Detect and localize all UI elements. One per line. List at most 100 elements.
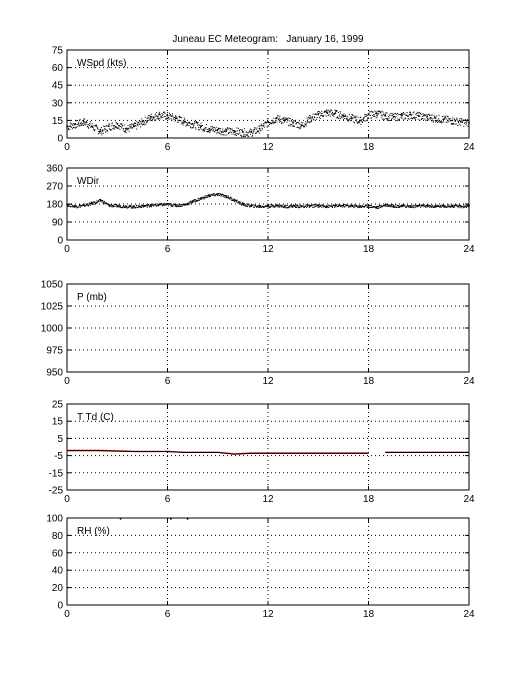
- data-point-trace: [405, 118, 406, 120]
- data-point-trace: [159, 204, 161, 206]
- data-point-trace: [198, 124, 200, 126]
- data-point-trace: [144, 205, 146, 206]
- data-point-trace: [67, 125, 69, 127]
- data-point-trace: [453, 206, 454, 208]
- data-point-trace: [350, 206, 352, 208]
- y-tick-label: 360: [46, 164, 63, 175]
- data-point-trace: [118, 205, 120, 207]
- data-point-trace: [117, 204, 119, 206]
- data-point-trace: [138, 205, 140, 207]
- data-point-trace: [206, 131, 208, 132]
- data-point-trace: [193, 199, 194, 201]
- data-point-trace: [360, 124, 362, 125]
- data-point-trace: [381, 110, 383, 112]
- data-point-trace: [200, 122, 202, 124]
- data-point-trace: [282, 122, 284, 124]
- data-point-trace: [319, 206, 320, 208]
- data-point-trace: [383, 118, 385, 120]
- data-point-trace: [425, 206, 427, 208]
- data-point-trace: [423, 204, 425, 206]
- data-point-trace: [280, 119, 282, 121]
- data-point-trace: [138, 205, 140, 207]
- data-point-trace: [412, 112, 414, 114]
- data-point-trace: [139, 205, 141, 207]
- data-point-trace: [277, 119, 279, 121]
- data-point-trace: [331, 206, 333, 208]
- data-point-trace: [121, 122, 123, 124]
- data-point-trace: [467, 125, 469, 127]
- data-point-trace: [323, 111, 325, 113]
- data-point-trace: [463, 204, 465, 206]
- data-point-trace: [257, 205, 259, 207]
- data-point-trace: [103, 125, 105, 127]
- data-point-trace: [402, 206, 404, 208]
- data-point-trace: [68, 205, 70, 207]
- data-point-trace: [374, 207, 376, 209]
- data-point-trace: [452, 117, 454, 119]
- data-point-trace: [99, 132, 100, 134]
- data-point-trace: [327, 111, 329, 113]
- data-point-trace: [280, 205, 282, 207]
- data-point-trace: [421, 116, 423, 117]
- y-tick-label: 60: [52, 548, 64, 559]
- data-point-trace: [143, 205, 145, 207]
- data-point-trace: [141, 120, 143, 122]
- data-point-trace: [301, 121, 303, 123]
- data-point-trace: [410, 207, 411, 208]
- data-point-trace: [167, 205, 169, 207]
- data-point-trace: [105, 125, 107, 127]
- data-point-trace: [464, 206, 466, 208]
- data-point-trace: [213, 127, 215, 128]
- data-point-trace: [325, 207, 327, 209]
- data-point-trace: [119, 207, 121, 209]
- data-point-trace: [401, 206, 403, 208]
- data-point-trace: [210, 194, 212, 196]
- data-point-trace: [203, 198, 205, 200]
- data-point-trace: [132, 206, 134, 208]
- data-point-trace: [211, 125, 213, 127]
- data-point-trace: [202, 196, 204, 198]
- data-point-trace: [140, 122, 142, 124]
- data-point-trace: [458, 205, 459, 207]
- data-point-trace: [279, 115, 281, 117]
- data-point-trace: [284, 119, 286, 120]
- data-point-trace: [229, 128, 231, 129]
- data-point-trace: [244, 135, 246, 137]
- data-point-trace: [95, 202, 97, 204]
- data-point-trace: [306, 205, 308, 207]
- data-point-trace: [102, 130, 104, 132]
- data-point-trace: [236, 135, 237, 137]
- data-point-trace: [104, 128, 106, 130]
- data-point-trace: [406, 206, 408, 208]
- data-point-trace: [174, 205, 176, 207]
- data-point-trace: [349, 120, 351, 122]
- data-point-trace: [160, 116, 162, 117]
- data-point-trace: [422, 205, 424, 206]
- data-point-trace: [135, 123, 137, 124]
- data-point-trace: [320, 115, 322, 117]
- data-point-trace: [316, 118, 317, 120]
- data-point-trace: [180, 123, 182, 125]
- data-point-trace: [182, 205, 183, 207]
- data-point-trace: [210, 195, 212, 197]
- data-point-trace: [98, 131, 100, 132]
- data-point-trace: [102, 202, 104, 204]
- data-point-trace: [170, 116, 172, 117]
- data-point-trace: [196, 200, 198, 202]
- data-point-trace: [418, 111, 420, 113]
- data-point-trace: [356, 119, 358, 121]
- data-point-trace: [363, 120, 365, 122]
- data-point-trace: [460, 121, 462, 123]
- data-point-trace: [219, 130, 221, 132]
- data-point-trace: [451, 122, 453, 124]
- data-point-trace: [111, 206, 113, 208]
- data-point-trace: [330, 110, 332, 112]
- data-point-trace: [313, 116, 315, 118]
- data-point-trace: [445, 205, 446, 207]
- data-point-trace: [374, 114, 376, 116]
- data-point-trace: [386, 119, 388, 121]
- data-point-trace: [387, 118, 389, 120]
- data-point-trace: [228, 196, 229, 198]
- data-point-trace: [450, 206, 451, 208]
